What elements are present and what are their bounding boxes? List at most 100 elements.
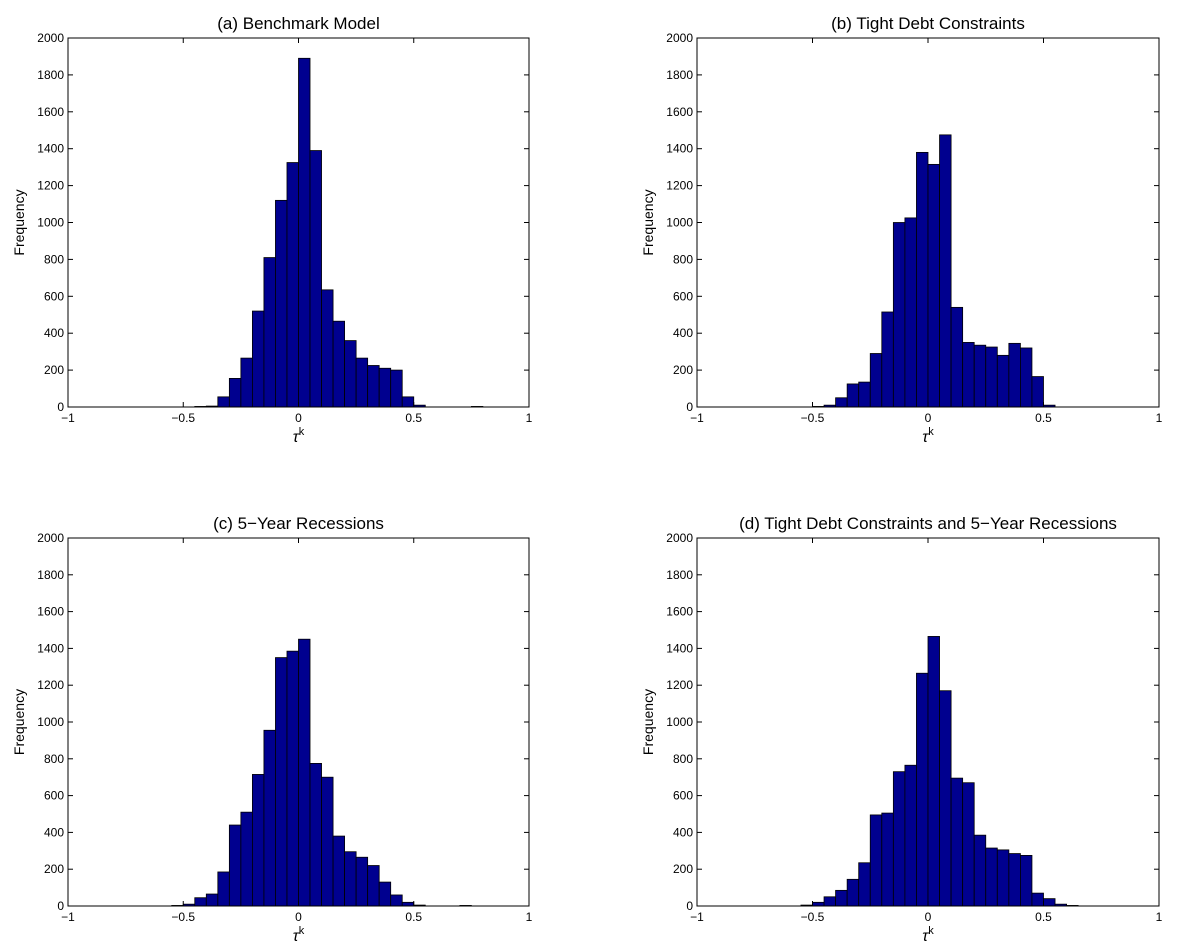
histogram-bar [904,217,917,408]
histogram-bar [251,774,265,907]
x-tick-label: −0.5 [801,411,825,425]
histogram-bar [344,340,357,408]
y-tick-label: 1400 [37,142,64,156]
x-tick-label: 0.5 [405,910,422,924]
histogram-bar [205,893,219,907]
y-tick-label: 800 [673,752,693,766]
histogram-bar [275,657,288,907]
histogram-bar [332,835,346,907]
x-tick-label: 1 [1156,910,1163,924]
y-tick-label: 1000 [37,216,64,230]
histogram-bar [367,865,380,907]
x-axis-label-superscript: k [928,426,934,438]
y-tick-label: 800 [44,252,64,266]
y-tick-label: 1600 [666,605,693,619]
y-tick-label: 1000 [666,715,693,729]
x-tick-label: 0 [295,910,302,924]
histogram-bar [916,151,929,408]
histogram-bar [962,782,975,907]
chart-title: (b) Tight Debt Constraints [831,14,1025,33]
y-tick-label: 1400 [666,142,693,156]
histogram-bar [217,871,230,907]
histogram-bar [263,729,276,907]
histogram-panel-c: −1 −0.5 0 0.5 1 0 200 400 600 800 1000 1200 1400 1600… [11,514,533,945]
x-tick-label: 1 [1156,411,1163,425]
y-tick-label: 600 [673,789,693,803]
histogram-bar [904,764,917,907]
histogram-bar [332,320,346,408]
y-tick-label: 1600 [666,105,693,119]
histogram-bar [390,894,403,907]
x-tick-label: 0.5 [1035,411,1052,425]
histogram-bar [812,901,825,907]
histogram-bar [321,289,334,408]
y-tick-label: 1800 [37,68,64,82]
histogram-bar [251,310,265,408]
histogram-bar [869,814,883,907]
x-tick-label: 0.5 [405,411,422,425]
histogram-bar [985,346,998,408]
histogram-bar [1043,898,1056,907]
y-axis-label: Frequency [11,189,27,255]
x-tick-label: 1 [526,910,533,924]
x-axis-label-symbol: τ [293,928,300,945]
histogram-bar [378,881,392,907]
histogram-bar [881,311,894,408]
histogram-bar [846,383,860,408]
histogram-bar [286,162,299,408]
x-tick-label: −1 [61,411,75,425]
histogram-bar [240,811,253,907]
x-tick-label: 1 [526,411,533,425]
x-axis-label: τk [293,426,305,446]
x-tick-label: −1 [690,411,704,425]
y-tick-label: 600 [673,289,693,303]
x-tick-label: −0.5 [801,910,825,924]
histogram-bar [869,353,883,408]
x-axis-label: τk [293,925,305,945]
histogram-bar [962,342,975,408]
histogram-bar [950,306,964,408]
x-axis-label: τk [922,925,934,945]
x-axis-label-symbol: τ [293,429,300,446]
chart-title: (c) 5−Year Recessions [213,514,384,533]
histogram-bar [927,163,940,408]
y-tick-label: 400 [44,825,64,839]
chart-title: (a) Benchmark Model [217,14,380,33]
y-tick-label: 1200 [666,678,693,692]
histogram-panel-d: −1 −0.5 0 0.5 1 0 200 400 600 800 1000 1200 1400 1600… [640,514,1163,945]
histogram-bar [263,257,276,408]
y-tick-label: 1800 [37,568,64,582]
x-axis-label-superscript: k [928,925,934,937]
y-tick-label: 1000 [37,715,64,729]
x-axis-label: τk [922,426,934,446]
y-tick-label: 600 [44,289,64,303]
x-tick-label: 0 [295,411,302,425]
histogram-bar [1008,342,1021,408]
histogram-bar [401,901,415,907]
histogram-bar [846,878,860,907]
y-tick-label: 1600 [37,605,64,619]
histogram-bar [892,771,906,907]
histogram-bar [378,367,392,408]
x-tick-label: −0.5 [171,910,195,924]
histogram-bar [916,672,929,907]
y-tick-label: 200 [673,862,693,876]
histogram-bar [973,834,987,907]
y-tick-label: 200 [673,363,693,377]
y-tick-label: 600 [44,789,64,803]
histogram-bar [985,847,998,907]
y-tick-label: 0 [686,400,693,414]
histogram-bar [939,134,952,408]
histogram-bar [892,222,906,408]
histogram-bar [298,638,311,907]
histogram-bar [321,776,334,907]
x-tick-label: 0 [925,910,932,924]
y-tick-label: 2000 [37,31,64,45]
y-tick-label: 1200 [37,678,64,692]
histogram-bar [973,344,987,408]
histogram-bar [835,889,848,907]
histogram-bar [1031,892,1044,907]
y-tick-label: 0 [686,899,693,913]
histogram-bar [390,369,403,408]
y-tick-label: 800 [673,252,693,266]
